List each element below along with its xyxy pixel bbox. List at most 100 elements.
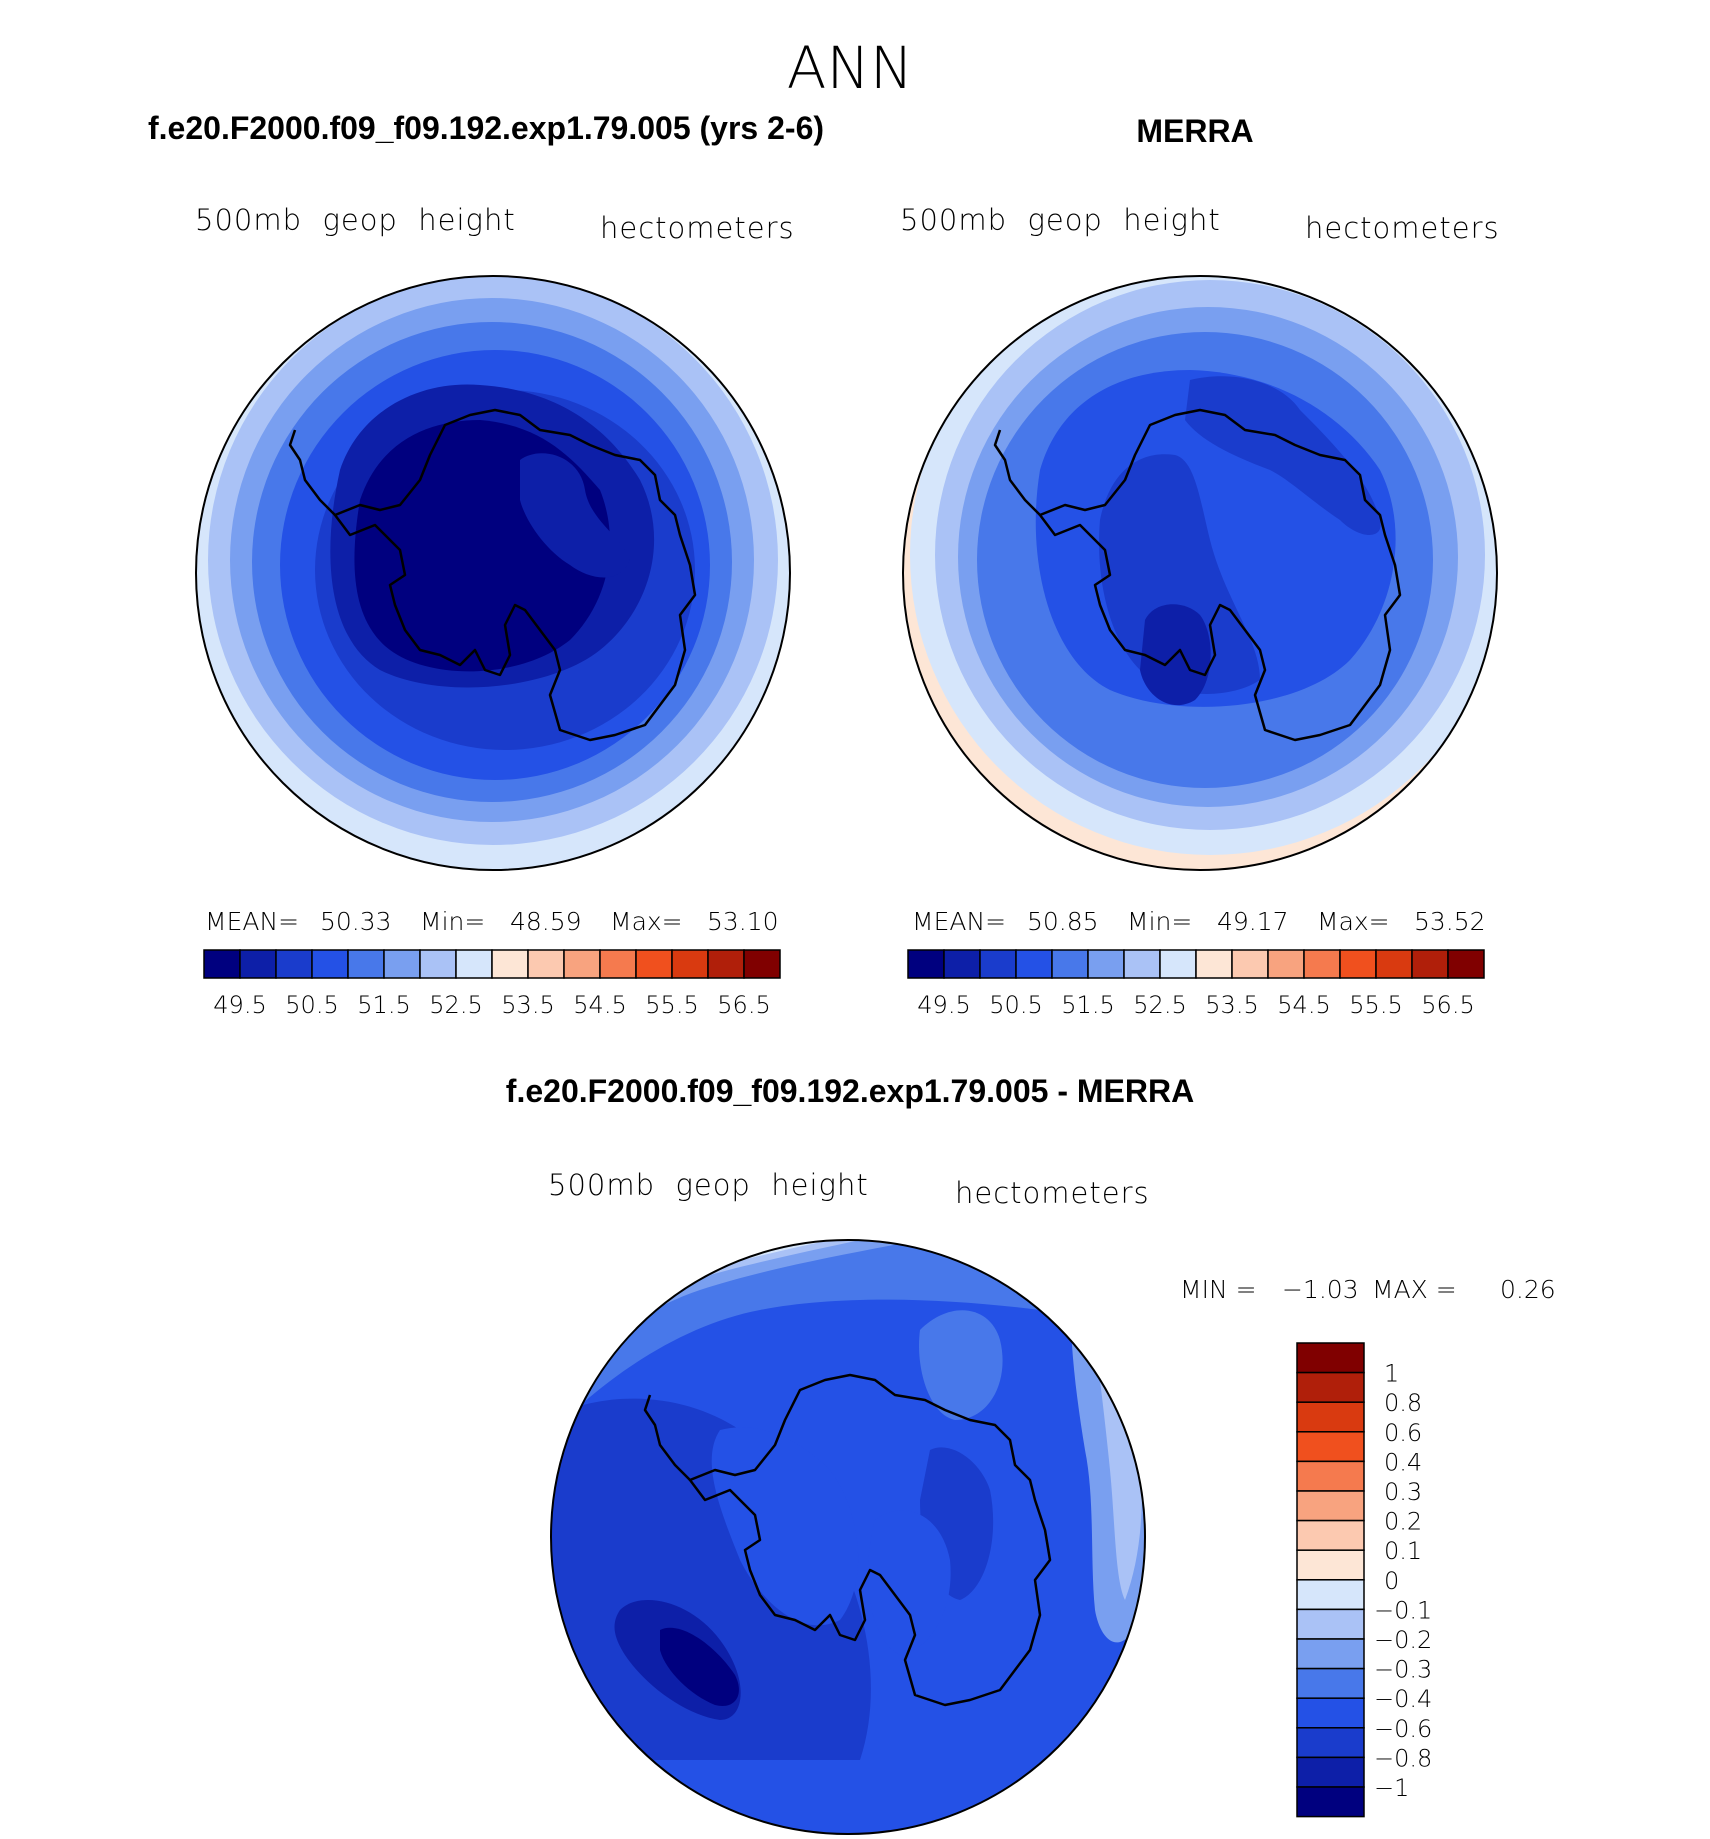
panel-obs-mean-label: MEAN= <box>912 907 1006 936</box>
panel-model-units-label: hectometers <box>600 211 795 245</box>
panel-diff-min-label: MIN = <box>1180 1275 1257 1304</box>
colorbar-tick-label: 49.5 <box>213 991 266 1019</box>
colorbar-tick-label: 0.3 <box>1384 1478 1422 1506</box>
panel-model-min-label: Min= <box>420 907 485 936</box>
colorbar-swatch <box>1159 949 1197 979</box>
colorbar-swatch <box>1296 1727 1365 1759</box>
colorbar-tick-label: 0.2 <box>1384 1508 1422 1536</box>
panel-model: f.e20.F2000.f09_f09.192.exp1.79.005 (yrs… <box>148 110 824 1019</box>
colorbar-swatch <box>1087 949 1125 979</box>
panel-diff-min-value: −1.03 <box>1282 1275 1359 1304</box>
panel-model-variable-label: 500mb geop height <box>195 203 516 237</box>
colorbar-swatch <box>1303 949 1341 979</box>
panel-model-max-label: Max= <box>610 907 683 936</box>
colorbar-tick-label: 54.5 <box>1277 991 1330 1019</box>
colorbar-swatch <box>1411 949 1449 979</box>
colorbar-swatch <box>563 949 601 979</box>
colorbar-swatch <box>1296 1786 1365 1818</box>
panel-diff-colorbar: 10.80.60.40.30.20.10−0.1−0.2−0.3−0.4−0.6… <box>1296 1342 1432 1818</box>
panel-model-mean-label: MEAN= <box>205 907 299 936</box>
colorbar-tick-label: 55.5 <box>1349 991 1402 1019</box>
colorbar-tick-label: −0.1 <box>1374 1596 1432 1624</box>
colorbar-swatch <box>1296 1608 1365 1640</box>
panel-obs-map <box>903 276 1497 870</box>
colorbar-swatch <box>491 949 529 979</box>
panel-diff-map <box>551 1240 1145 1834</box>
colorbar-swatch <box>1015 949 1053 979</box>
colorbar-swatch <box>347 949 385 979</box>
panel-obs: MERRA 500mb geop height hectometers MEAN… <box>900 113 1499 1019</box>
panel-diff-max-value: 0.26 <box>1500 1275 1556 1304</box>
colorbar-swatch <box>599 949 637 979</box>
colorbar-swatch <box>1296 1519 1365 1551</box>
figure-title: ANN <box>787 34 913 102</box>
colorbar-swatch <box>1296 1342 1365 1374</box>
colorbar-tick-label: 0.8 <box>1384 1389 1422 1417</box>
colorbar-swatch <box>1296 1431 1365 1463</box>
panel-diff-units-label: hectometers <box>955 1176 1150 1210</box>
colorbar-tick-label: 0 <box>1384 1567 1399 1595</box>
colorbar-tick-label: 56.5 <box>1421 991 1474 1019</box>
colorbar-tick-label: 53.5 <box>501 991 554 1019</box>
panel-diff: f.e20.F2000.f09_f09.192.exp1.79.005 - ME… <box>506 1073 1556 1835</box>
panel-obs-mean-value: 50.85 <box>1027 907 1099 936</box>
colorbar-tick-label: 0.6 <box>1384 1419 1422 1447</box>
colorbar-swatch <box>979 949 1017 979</box>
panel-obs-heading: MERRA <box>1136 113 1253 149</box>
colorbar-swatch <box>239 949 277 979</box>
colorbar-swatch <box>1296 1460 1365 1492</box>
panel-obs-max-value: 53.52 <box>1414 907 1486 936</box>
colorbar-swatch <box>203 949 241 979</box>
panel-obs-colorbar: 49.5 50.5 51.5 52.5 53.5 54.5 55.5 56.5 <box>907 949 1485 1019</box>
colorbar-swatch <box>743 949 781 979</box>
colorbar-swatch <box>1296 1490 1365 1522</box>
panel-model-map <box>196 276 790 870</box>
panel-obs-max-label: Max= <box>1317 907 1390 936</box>
panel-model-stats: MEAN= 50.33 Min= 48.59 Max= 53.10 <box>205 907 779 936</box>
colorbar-swatch <box>1296 1697 1365 1729</box>
colorbar-swatch <box>311 949 349 979</box>
panel-obs-stats: MEAN= 50.85 Min= 49.17 Max= 53.52 <box>912 907 1486 936</box>
colorbar-tick-label: −0.2 <box>1374 1626 1432 1654</box>
colorbar-swatch <box>1296 1667 1365 1699</box>
panel-diff-heading: f.e20.F2000.f09_f09.192.exp1.79.005 - ME… <box>506 1073 1194 1109</box>
panel-obs-min-value: 49.17 <box>1217 907 1289 936</box>
colorbar-tick-label: 52.5 <box>1133 991 1186 1019</box>
colorbar-tick-label: 1 <box>1384 1360 1399 1388</box>
colorbar-swatch <box>455 949 493 979</box>
colorbar-tick-label: −0.6 <box>1374 1715 1432 1743</box>
colorbar-tick-label: 51.5 <box>1061 991 1114 1019</box>
colorbar-swatch <box>1296 1549 1365 1581</box>
colorbar-swatch <box>1447 949 1485 979</box>
panel-diff-stats: MIN = −1.03 MAX = 0.26 <box>1180 1275 1556 1304</box>
colorbar-swatch <box>1231 949 1269 979</box>
colorbar-swatch <box>275 949 313 979</box>
colorbar-tick-label: −0.4 <box>1374 1685 1432 1713</box>
panel-diff-max-label: MAX = <box>1372 1275 1457 1304</box>
colorbar-swatch <box>1296 1638 1365 1670</box>
colorbar-swatch <box>1339 949 1377 979</box>
colorbar-tick-label: 50.5 <box>285 991 338 1019</box>
colorbar-swatch <box>527 949 565 979</box>
panel-model-mean-value: 50.33 <box>320 907 392 936</box>
panel-obs-variable-label: 500mb geop height <box>900 203 1221 237</box>
colorbar-swatch <box>707 949 745 979</box>
colorbar-tick-label: 49.5 <box>917 991 970 1019</box>
panel-diff-variable-label: 500mb geop height <box>548 1168 869 1202</box>
colorbar-swatch <box>671 949 709 979</box>
panel-model-heading: f.e20.F2000.f09_f09.192.exp1.79.005 (yrs… <box>148 110 824 146</box>
colorbar-tick-label: 54.5 <box>573 991 626 1019</box>
colorbar-swatch <box>1123 949 1161 979</box>
colorbar-tick-label: 0.1 <box>1384 1537 1422 1565</box>
colorbar-swatch <box>635 949 673 979</box>
panel-model-min-value: 48.59 <box>510 907 582 936</box>
colorbar-tick-label: −0.3 <box>1374 1656 1432 1684</box>
colorbar-swatch <box>1296 1756 1365 1788</box>
colorbar-tick-label: 53.5 <box>1205 991 1258 1019</box>
panel-model-max-value: 53.10 <box>707 907 779 936</box>
colorbar-tick-label: 0.4 <box>1384 1448 1422 1476</box>
panel-obs-min-label: Min= <box>1127 907 1192 936</box>
colorbar-swatch <box>383 949 421 979</box>
colorbar-swatch <box>943 949 981 979</box>
